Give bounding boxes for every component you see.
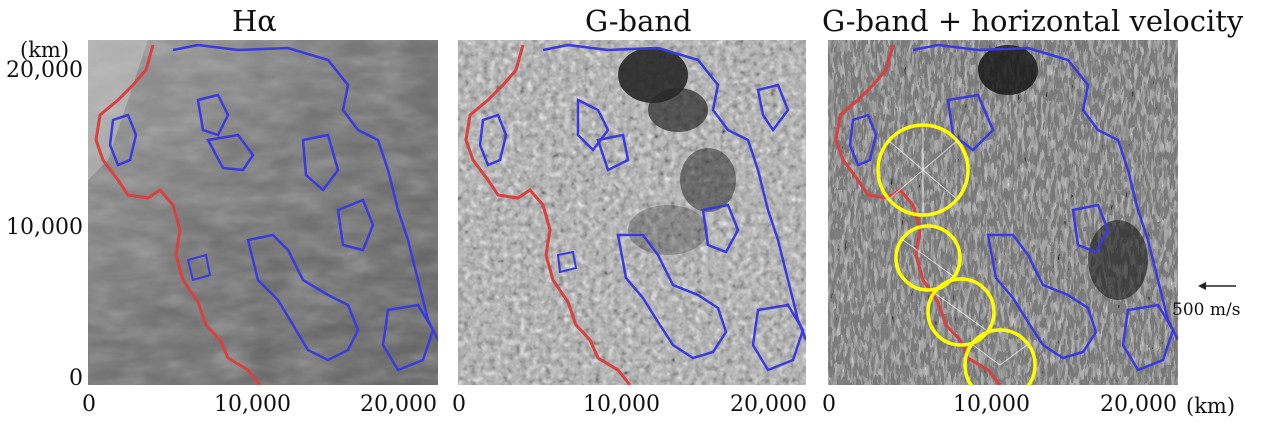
red-contour bbox=[464, 44, 632, 385]
x-tick-20000-panel2: 20,000 bbox=[730, 392, 807, 417]
flow-circle-4 bbox=[963, 328, 1037, 385]
x-tick-10000-panel1: 10,000 bbox=[214, 392, 291, 417]
x-tick-0-panel3: 0 bbox=[822, 392, 836, 417]
x-tick-20000-panel3: 20,000 bbox=[1100, 392, 1177, 417]
halpha-image bbox=[88, 40, 438, 385]
y-tick-10000: 10,000 bbox=[6, 215, 83, 240]
x-tick-10000-panel3: 10,000 bbox=[953, 392, 1030, 417]
red-contour bbox=[94, 44, 262, 385]
y-tick-0: 0 bbox=[69, 366, 83, 391]
x-tick-20000-panel1: 20,000 bbox=[360, 392, 437, 417]
x-tick-0-panel2: 0 bbox=[452, 392, 466, 417]
x-tick-10000-panel2: 10,000 bbox=[583, 392, 660, 417]
flow-circle-3 bbox=[926, 277, 996, 347]
gband-velocity-image bbox=[828, 40, 1178, 385]
flow-circle-2 bbox=[894, 224, 962, 292]
panel-title-gband: G-band bbox=[585, 4, 692, 38]
x-unit-label: (km) bbox=[1186, 394, 1236, 418]
flow-circle-1 bbox=[876, 123, 970, 217]
panel-title-halpha: Hα bbox=[232, 4, 277, 38]
panel-title-gband-velocity: G-band + horizontal velocity bbox=[822, 4, 1244, 38]
left-arrow-icon bbox=[1198, 282, 1236, 290]
y-unit-label: (km) bbox=[20, 38, 70, 62]
gband-image bbox=[458, 40, 806, 385]
y-tick-20000: 20,000 bbox=[6, 58, 83, 83]
x-tick-0-panel1: 0 bbox=[82, 392, 96, 417]
velocity-scale-label: 500 m/s bbox=[1172, 300, 1241, 320]
